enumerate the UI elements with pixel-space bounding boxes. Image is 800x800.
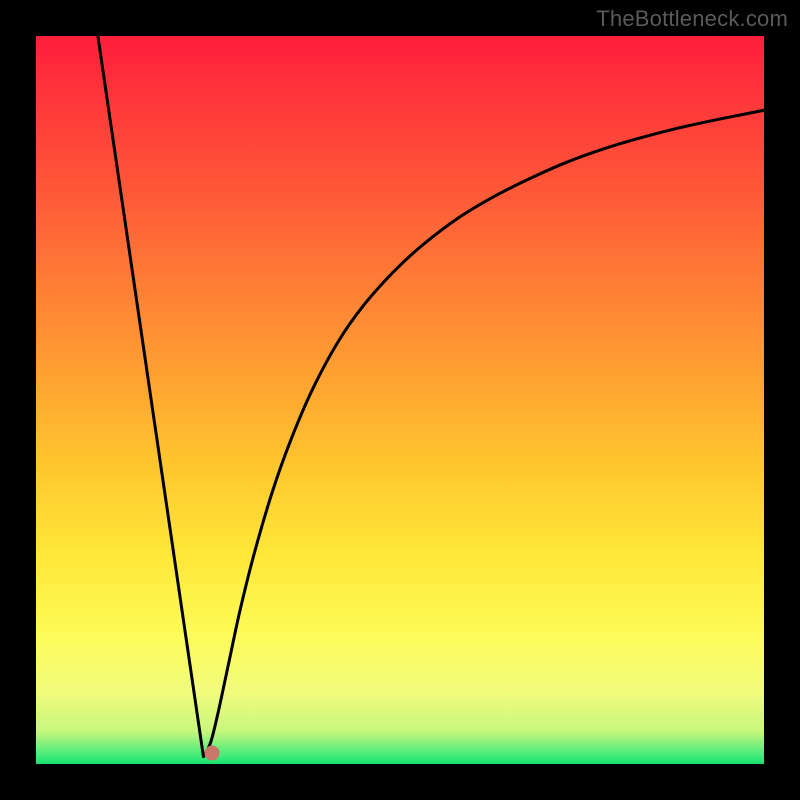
optimal-point-marker <box>205 746 220 761</box>
chart-root: TheBottleneck.com <box>0 0 800 800</box>
curve-layer <box>36 36 764 764</box>
bottleneck-curve <box>98 36 764 757</box>
plot-area <box>36 36 764 764</box>
watermark-text: TheBottleneck.com <box>596 6 788 32</box>
